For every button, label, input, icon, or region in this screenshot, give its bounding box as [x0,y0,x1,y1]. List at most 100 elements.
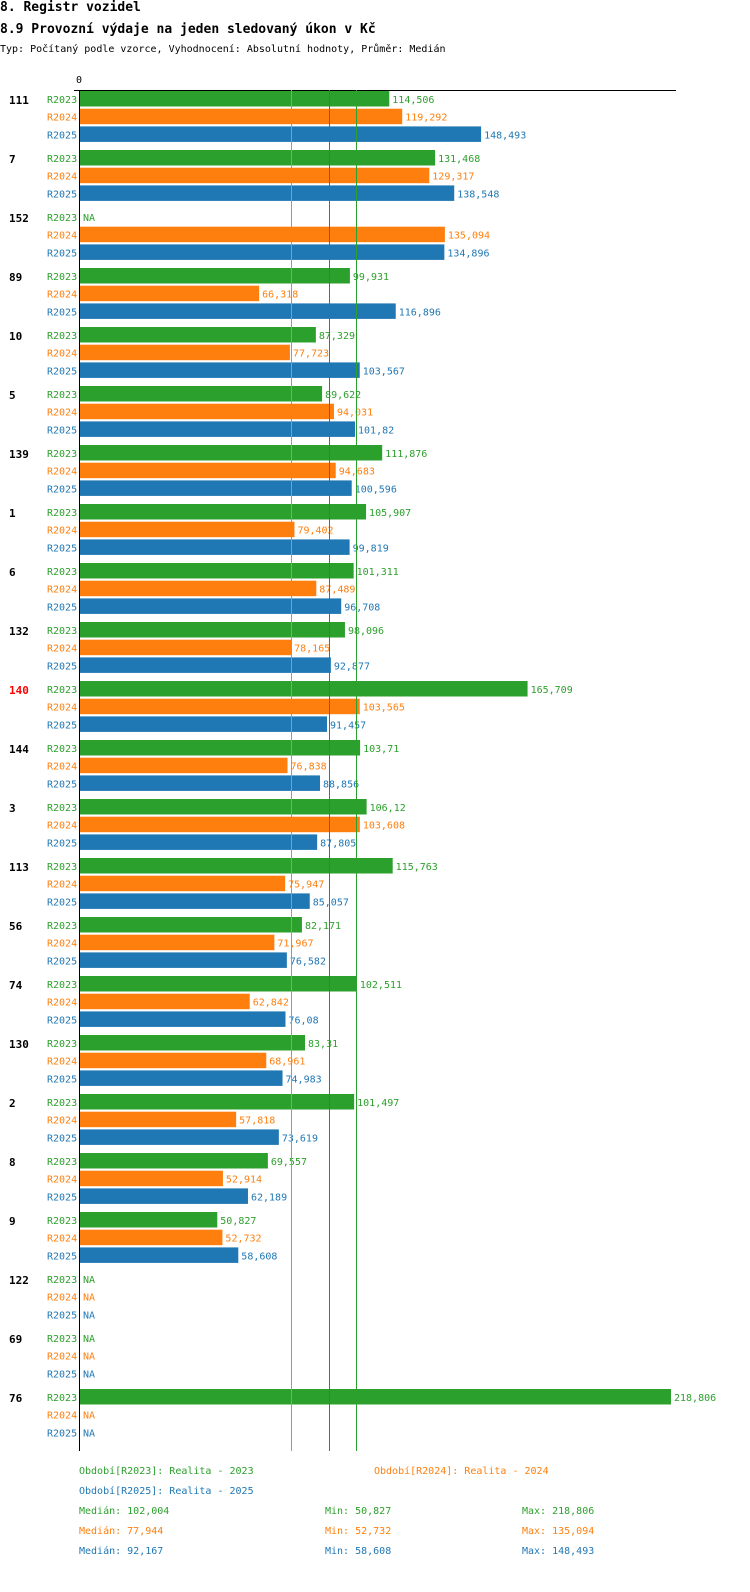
bar [80,993,250,1010]
bar-value-label: 218,806 [674,1393,716,1404]
bar-value-label: 87,805 [320,838,356,849]
bar-value-label: NA [83,1293,95,1304]
group-label: 10 [9,330,22,343]
group-label: 2 [9,1097,16,1110]
series-label: R2025 [47,130,77,141]
series-label: R2025 [47,1133,77,1144]
stat-max-r2023: Max: 218,806 [522,1506,595,1517]
series-label: R2023 [47,1393,77,1404]
series-label: R2024 [47,1057,77,1068]
stat-min-r2023: Min: 50,827 [325,1506,392,1517]
bar [80,445,383,461]
bar [80,504,367,520]
group-label: 6 [9,566,16,579]
series-label: R2025 [47,248,77,259]
group-label: 7 [9,153,16,166]
bar-value-label: 94,031 [337,408,373,419]
group-label: 5 [9,389,16,402]
series-label: R2025 [47,1192,77,1203]
bar-value-label: 131,468 [438,154,480,165]
group-label: 89 [9,271,22,284]
page-title: 8. Registr vozidel [0,0,141,15]
x-tick-label: 0 [76,75,82,86]
bar-value-label: 98,096 [348,626,384,637]
bar-value-label: 68,961 [269,1057,305,1068]
bar-value-label: NA [83,1411,95,1422]
stat-min-r2025: Min: 58,608 [325,1546,392,1557]
stat-min-r2024: Min: 52,732 [325,1526,392,1537]
stat-median-r2023: Medián: 102,004 [79,1506,170,1517]
bar [80,185,455,201]
series-label: R2025 [47,543,77,554]
bar [80,681,528,697]
stat-max-r2024: Max: 135,094 [522,1526,595,1537]
bar-value-label: 103,567 [363,366,405,377]
bar-value-label: 77,723 [293,349,329,360]
series-label: R2025 [47,838,77,849]
bar-value-label: 87,329 [319,331,355,342]
bar [80,285,260,302]
bar [80,344,290,361]
bar [80,108,403,125]
bar [80,698,360,715]
series-label: R2024 [47,762,77,773]
series-label: R2025 [47,1251,77,1262]
series-label: R2025 [47,1428,77,1439]
bar [80,1389,671,1405]
bar [80,622,345,638]
bar [80,244,445,260]
series-label: R2023 [47,95,77,106]
bar [80,386,323,402]
group-label: 1 [9,507,16,520]
bar-value-label: 78,165 [294,644,330,655]
bar [80,521,295,538]
group-label: 132 [9,625,29,638]
group-label: 74 [9,979,23,992]
bar-value-label: 99,819 [353,543,389,554]
bar-value-label: 69,557 [271,1157,307,1168]
legend-r2025: Období[R2025]: Realita - 2025 [79,1486,254,1497]
bar-value-label: 119,292 [405,113,447,124]
bar-value-label: NA [83,213,95,224]
series-label: R2024 [47,998,77,1009]
bar [80,268,350,284]
group-label: 152 [9,212,29,225]
bar [80,1070,283,1086]
series-label: R2023 [47,1275,77,1286]
series-label: R2025 [47,366,77,377]
series-label: R2024 [47,880,77,891]
bar-value-label: 73,619 [282,1133,318,1144]
bar-value-label: 76,838 [291,762,327,773]
series-label: R2024 [47,585,77,596]
bar [80,875,286,892]
bar-value-label: 82,171 [305,921,341,932]
series-label: R2025 [47,189,77,200]
bar-value-label: 89,622 [325,390,361,401]
series-label: R2023 [47,803,77,814]
bar [80,775,321,791]
series-label: R2024 [47,408,77,419]
bar-value-label: 114,506 [392,95,434,106]
series-label: R2024 [47,1175,77,1186]
bar-value-label: 101,82 [358,425,394,436]
bar-value-label: 106,12 [370,803,406,814]
bar [80,1247,239,1263]
bar-value-label: 129,317 [432,172,474,183]
bar [80,816,360,833]
series-label: R2024 [47,1352,77,1363]
bar [80,1094,355,1110]
bar-value-label: 92,877 [334,661,370,672]
group-label: 113 [9,861,29,874]
series-label: R2024 [47,644,77,655]
bar [80,1129,279,1145]
series-label: R2024 [47,1293,77,1304]
bar-value-label: NA [83,1428,95,1439]
series-label: R2023 [47,213,77,224]
series-label: R2025 [47,661,77,672]
bar [80,303,396,319]
series-label: R2025 [47,897,77,908]
bar [80,1153,268,1169]
bar [80,1035,306,1051]
stat-max-r2025: Max: 148,493 [522,1546,595,1557]
bar [80,403,334,420]
